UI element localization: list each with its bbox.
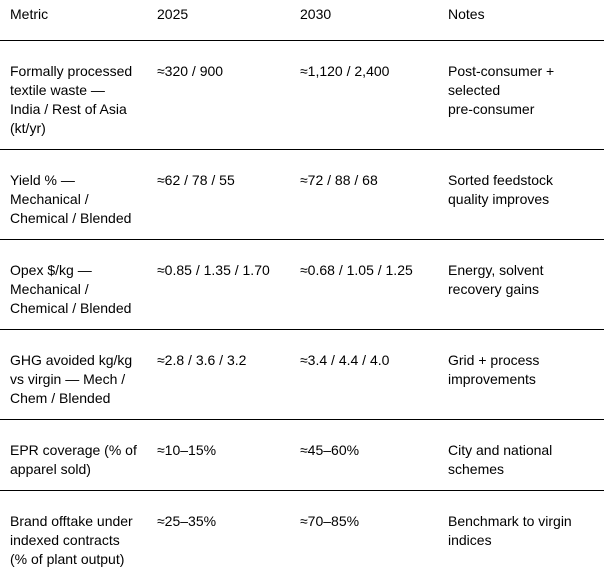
value-2025-cell: ≈62 / 78 / 55 [147,149,290,240]
metric-cell: EPR coverage (% of apparel sold) [0,419,147,491]
value-2025-cell: ≈0.85 / 1.35 / 1.70 [147,239,290,330]
value-2030-cell: ≈45–60% [290,419,438,491]
column-header-2030: 2030 [300,6,332,22]
table-row: EPR coverage (% of apparel sold) ≈10–15%… [0,419,604,491]
table-row: Opex $/kg — Mechanical / Chemical / Blen… [0,239,604,330]
metric-cell: Brand offtake under indexed contracts (%… [0,490,147,580]
column-header-notes: Notes [448,6,485,22]
metric-cell: GHG avoided kg/kg vs virgin — Mech / Che… [0,329,147,420]
value-2025-cell: ≈25–35% [147,490,290,580]
metric-cell: Opex $/kg — Mechanical / Chemical / Blen… [0,239,147,330]
notes-cell: Energy, solvent recovery gains [438,239,604,330]
value-2025-cell: ≈10–15% [147,419,290,491]
notes-cell: Benchmark to virgin indices [438,490,604,580]
table-row: Formally processed textile waste — India… [0,40,604,150]
notes-cell: Sorted feedstock quality improves [438,149,604,240]
table-row: Yield % — Mechanical / Chemical / Blende… [0,149,604,240]
notes-cell: Post-consumer + selected pre-consumer [438,40,604,150]
column-header-2025: 2025 [157,6,189,22]
value-2030-cell: ≈72 / 88 / 68 [290,149,438,240]
metric-cell: Yield % — Mechanical / Chemical / Blende… [0,149,147,240]
table-row: Brand offtake under indexed contracts (%… [0,490,604,580]
value-2030-cell: ≈0.68 / 1.05 / 1.25 [290,239,438,330]
value-2030-cell: ≈70–85% [290,490,438,580]
value-2030-cell: ≈1,120 / 2,400 [290,40,438,150]
table-header-row: Metric 2025 2030 Notes [0,0,604,41]
table-body: Formally processed textile waste — India… [0,40,604,580]
notes-cell: City and national schemes [438,419,604,491]
value-2025-cell: ≈320 / 900 [147,40,290,150]
metric-cell: Formally processed textile waste — India… [0,40,147,150]
table-row: GHG avoided kg/kg vs virgin — Mech / Che… [0,329,604,420]
value-2025-cell: ≈2.8 / 3.6 / 3.2 [147,329,290,420]
value-2030-cell: ≈3.4 / 4.4 / 4.0 [290,329,438,420]
notes-cell: Grid + process improvements [438,329,604,420]
column-header-metric: Metric [10,6,49,22]
